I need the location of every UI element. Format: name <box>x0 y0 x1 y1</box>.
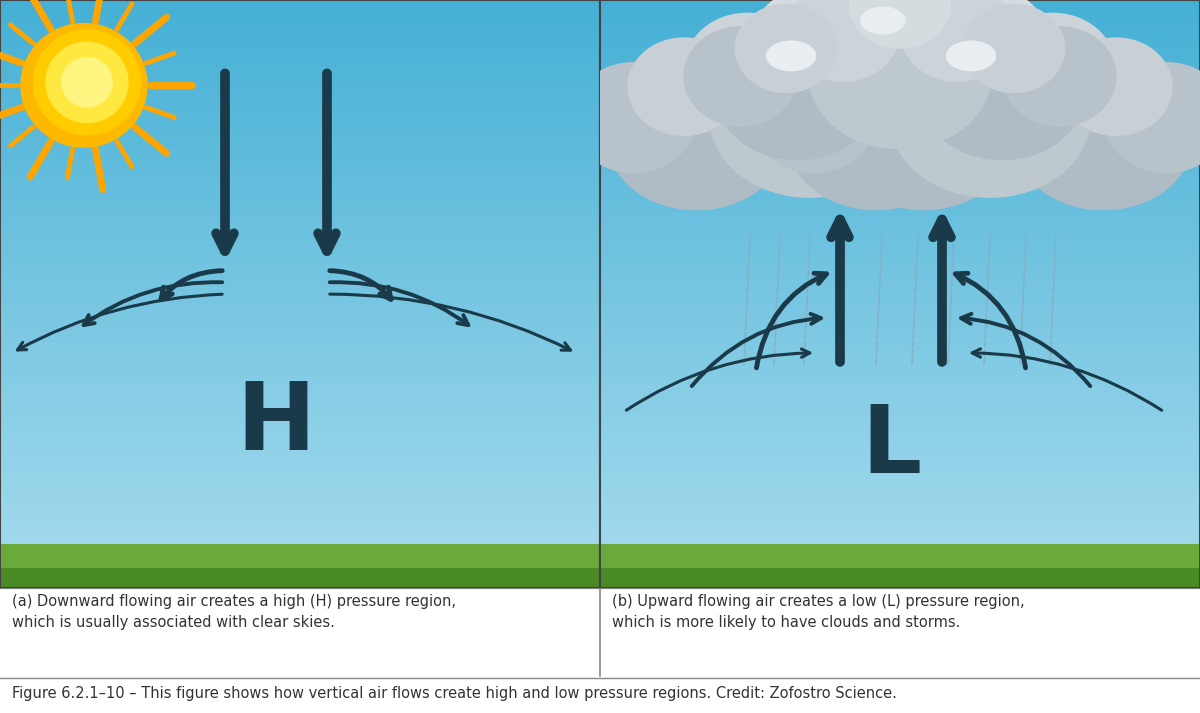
Ellipse shape <box>608 74 785 210</box>
Ellipse shape <box>1104 62 1200 173</box>
Ellipse shape <box>848 0 952 48</box>
Ellipse shape <box>808 37 920 136</box>
Ellipse shape <box>924 62 1050 173</box>
Ellipse shape <box>880 37 992 136</box>
Text: H: H <box>236 377 316 470</box>
Bar <box>600 544 1200 568</box>
Text: (a) Downward flowing air creates a high (H) pressure region,
which is usually as: (a) Downward flowing air creates a high … <box>12 595 456 630</box>
Circle shape <box>62 58 113 107</box>
Ellipse shape <box>788 74 965 210</box>
Ellipse shape <box>718 37 877 160</box>
Ellipse shape <box>860 6 906 34</box>
Ellipse shape <box>786 0 900 82</box>
Ellipse shape <box>889 37 1091 198</box>
Ellipse shape <box>835 74 1012 210</box>
Ellipse shape <box>1015 74 1192 210</box>
Ellipse shape <box>571 62 696 173</box>
Circle shape <box>34 30 140 135</box>
Ellipse shape <box>864 13 990 124</box>
Ellipse shape <box>1003 26 1116 127</box>
Ellipse shape <box>946 41 996 71</box>
Circle shape <box>22 24 148 147</box>
Bar <box>600 568 1200 588</box>
Ellipse shape <box>810 13 936 124</box>
Ellipse shape <box>709 37 911 198</box>
Ellipse shape <box>962 4 1066 93</box>
Bar <box>0 544 600 568</box>
Ellipse shape <box>766 41 816 71</box>
Ellipse shape <box>900 0 1014 82</box>
Bar <box>0 568 600 588</box>
Text: (b) Upward flowing air creates a low (L) pressure region,
which is more likely t: (b) Upward flowing air creates a low (L)… <box>612 595 1025 630</box>
Ellipse shape <box>628 37 740 136</box>
Text: L: L <box>860 401 922 493</box>
Ellipse shape <box>751 62 876 173</box>
Ellipse shape <box>1060 37 1172 136</box>
Ellipse shape <box>809 4 991 149</box>
Ellipse shape <box>684 13 810 124</box>
Ellipse shape <box>684 26 798 127</box>
Ellipse shape <box>934 0 1046 87</box>
Text: Figure 6.2.1–10 – This figure shows how vertical air flows create high and low p: Figure 6.2.1–10 – This figure shows how … <box>12 686 896 701</box>
Ellipse shape <box>734 4 838 93</box>
Circle shape <box>46 42 128 123</box>
Ellipse shape <box>990 13 1116 124</box>
Ellipse shape <box>754 0 866 87</box>
Ellipse shape <box>923 37 1082 160</box>
